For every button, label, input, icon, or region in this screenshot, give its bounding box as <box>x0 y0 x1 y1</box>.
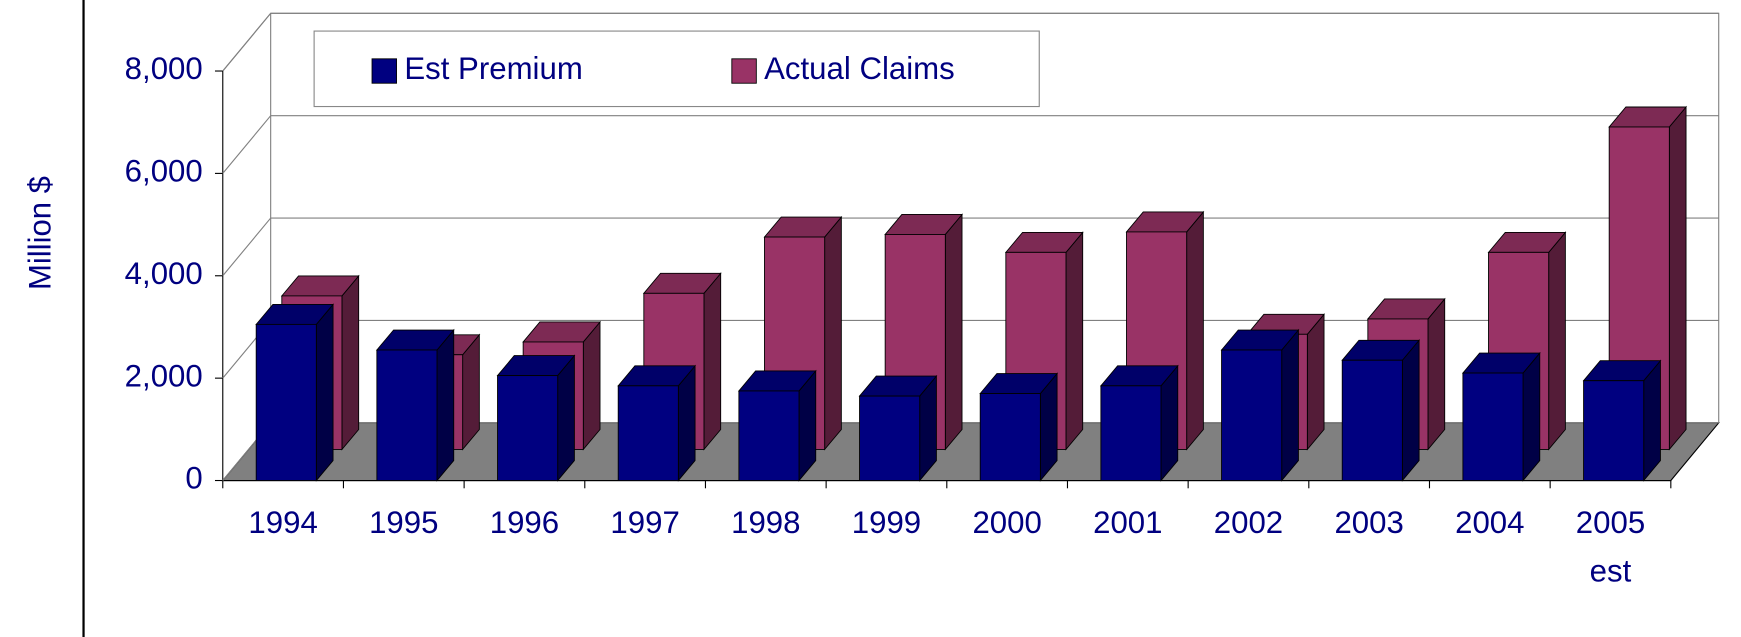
bar-side <box>1065 231 1084 451</box>
side-grid-line <box>222 217 272 277</box>
bar-side <box>1281 328 1299 482</box>
legend-label: Est Premium <box>404 51 582 86</box>
bar <box>738 390 800 481</box>
bar-side <box>703 272 722 451</box>
bar <box>979 393 1041 481</box>
x-tick-label: 1995 <box>369 505 438 540</box>
bar-side <box>1548 231 1566 451</box>
bar-side <box>436 328 455 482</box>
x-tick-label: 1999 <box>852 505 921 540</box>
bar-side <box>824 215 842 451</box>
bar <box>1462 372 1524 481</box>
x-tick-label: 1996 <box>490 505 559 540</box>
bar <box>1221 349 1283 481</box>
legend-box <box>313 30 1040 108</box>
x-tick-label: 1998 <box>731 505 800 540</box>
bar-side <box>1427 297 1446 451</box>
bar-side <box>1668 105 1687 451</box>
bar <box>1341 359 1403 481</box>
bar-side <box>557 354 575 482</box>
y-tick-label: 2,000 <box>125 358 203 393</box>
bar-side <box>1643 359 1661 482</box>
y-tick-label: 0 <box>185 461 202 496</box>
bar <box>859 395 921 481</box>
bar-side <box>1401 339 1420 482</box>
y-tick-label: 6,000 <box>125 154 203 189</box>
bar <box>376 349 438 481</box>
x-tick-label: 2003 <box>1334 505 1403 540</box>
bar-side <box>582 320 601 451</box>
bar-side <box>944 213 963 451</box>
x-tick-label: 1994 <box>248 505 317 540</box>
bar-side <box>1522 351 1541 482</box>
bar-side <box>341 274 360 451</box>
bar-side <box>315 303 334 482</box>
bar <box>497 375 559 481</box>
legend-label: Actual Claims <box>764 51 955 86</box>
legend-swatch <box>731 58 757 84</box>
side-grid-line <box>222 115 272 174</box>
bars <box>255 105 1687 482</box>
x-tick-label: 2000 <box>972 505 1041 540</box>
side-grid-line <box>222 12 272 72</box>
legend-swatch <box>371 58 397 84</box>
bar-side <box>1306 313 1325 451</box>
legend: Est Premium Actual Claims <box>313 30 1040 108</box>
bar <box>1100 385 1162 481</box>
x-tick-label: 1997 <box>610 505 679 540</box>
bar <box>617 385 679 481</box>
bar <box>255 323 317 481</box>
bar-side <box>1186 210 1204 451</box>
x-tick-label: 2002 <box>1214 505 1283 540</box>
x-tick-label: 2004 <box>1455 505 1524 540</box>
x-tick-label: 2005 est <box>1576 505 1645 589</box>
y-axis-label: Million $ <box>23 176 58 290</box>
y-tick-label: 8,000 <box>125 51 203 86</box>
y-tick-label: 4,000 <box>125 256 203 291</box>
x-tick-label: 2001 <box>1093 505 1162 540</box>
bar <box>1583 380 1645 481</box>
